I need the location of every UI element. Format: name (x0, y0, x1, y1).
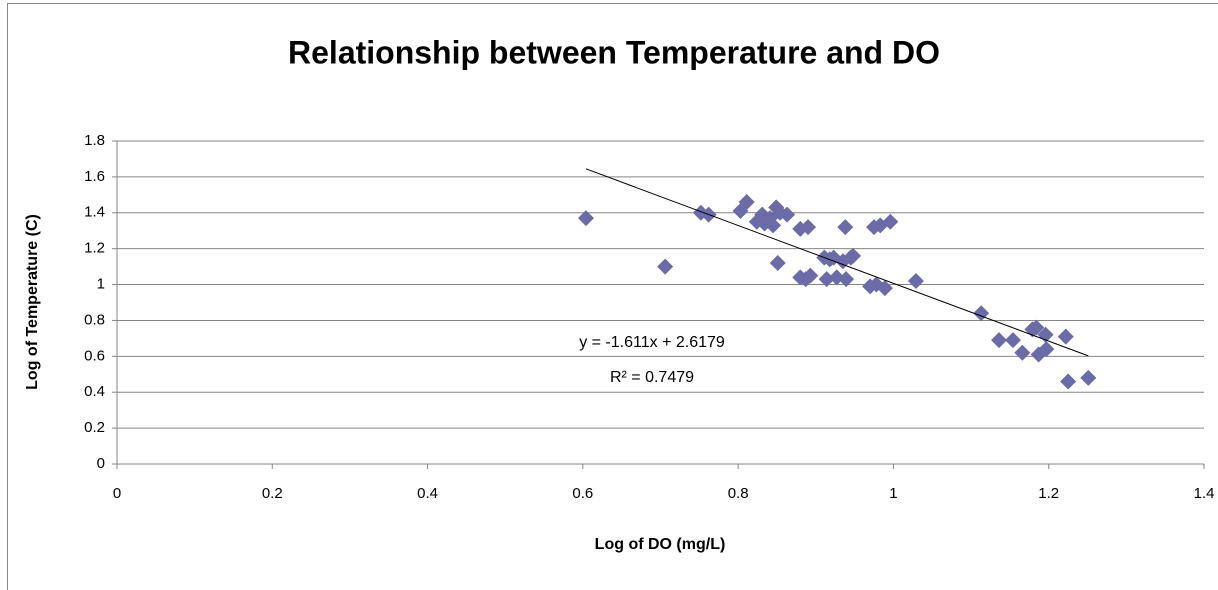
y-tick-label: 0.2 (84, 419, 105, 436)
x-axis-label: Log of DO (mg/L) (595, 536, 726, 553)
x-tick-label: 1.2 (1038, 485, 1059, 502)
y-tick-label: 1.2 (84, 240, 105, 257)
chart-title: Relationship between Temperature and DO (288, 34, 940, 70)
point (838, 271, 855, 288)
y-tick-label: 1.6 (84, 168, 105, 185)
point (657, 258, 674, 275)
y-tick-label: 0 (97, 455, 105, 472)
point (818, 271, 835, 288)
y-axis-label: Log of Temperature (C) (24, 214, 41, 390)
trendline (585, 168, 1089, 357)
point (1060, 373, 1077, 390)
point (802, 267, 819, 284)
point (991, 332, 1008, 349)
trendline-r-squared: R² = 0.7479 (610, 369, 694, 386)
point (577, 210, 594, 227)
point (882, 213, 899, 230)
y-tick-label: 1 (97, 276, 105, 293)
point (876, 280, 893, 297)
point (845, 247, 862, 264)
x-tick-label: 0.6 (572, 485, 593, 502)
y-tick-label: 0.4 (84, 383, 105, 400)
x-tick-label: 1.4 (1194, 485, 1215, 502)
y-tick-label: 0.8 (84, 311, 105, 328)
x-tick-label: 1 (889, 485, 897, 502)
point (907, 272, 924, 289)
point (1014, 344, 1031, 361)
point (1028, 319, 1045, 336)
x-tick-label: 0 (113, 485, 121, 502)
point (779, 206, 796, 223)
point (769, 255, 786, 272)
point (1057, 328, 1074, 345)
y-tick-label: 1.4 (84, 204, 105, 221)
point (837, 219, 854, 236)
point (765, 217, 782, 234)
point (1080, 369, 1097, 386)
y-tick-label: 1.8 (84, 132, 105, 149)
y-tick-label: 0.6 (84, 347, 105, 364)
point (1038, 341, 1055, 358)
x-tick-label: 0.8 (728, 485, 749, 502)
x-tick-label: 0.4 (417, 485, 438, 502)
trendline-equation: y = -1.611x + 2.6179 (579, 334, 725, 351)
x-tick-label: 0.2 (262, 485, 283, 502)
point (800, 219, 817, 236)
point (1004, 332, 1021, 349)
point (738, 194, 755, 211)
